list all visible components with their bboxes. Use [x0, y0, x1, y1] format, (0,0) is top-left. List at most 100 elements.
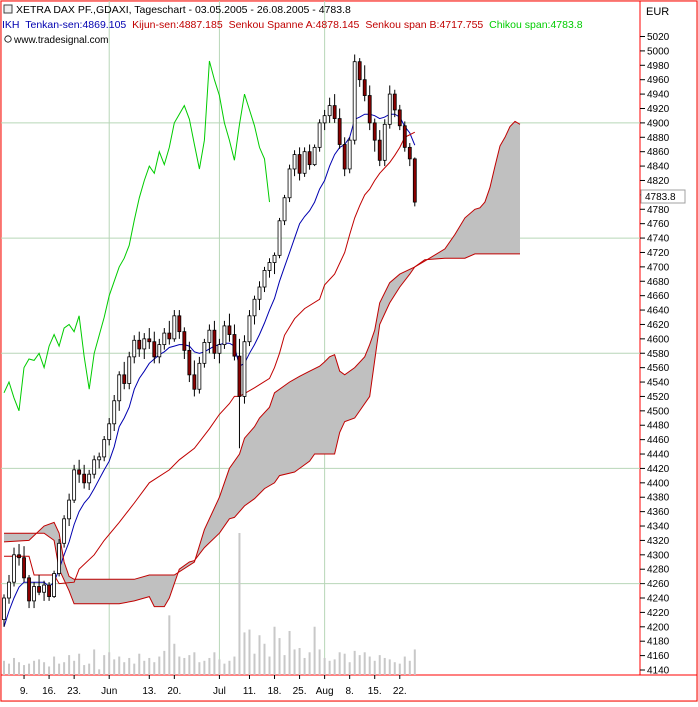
legend-kijun-sen: Kijun-sen:4887.185: [132, 19, 223, 31]
candle-up: [322, 115, 327, 124]
y-tick-label: 4180: [647, 637, 670, 648]
x-tick-label: Jun: [101, 686, 117, 697]
candle-up: [287, 168, 292, 199]
volume-bar: [343, 653, 346, 675]
x-tick-label: Aug: [316, 686, 334, 697]
volume-bar: [218, 659, 221, 675]
candle-up: [317, 122, 322, 148]
candle-down: [27, 577, 31, 602]
last-price-label: 4783.8: [645, 192, 676, 203]
candle-down: [392, 93, 397, 111]
candle-up: [112, 400, 117, 425]
volume-bar: [193, 652, 196, 675]
candle-up: [292, 154, 297, 170]
volume-bar: [368, 656, 371, 675]
volume-bar: [113, 659, 116, 675]
candle-down: [227, 325, 232, 335]
y-tick-label: 4200: [647, 622, 670, 633]
y-tick-label: 4560: [647, 363, 670, 374]
volume-bar: [58, 663, 61, 675]
volume-bar: [248, 629, 251, 675]
candle-up: [267, 262, 272, 271]
volume-bar: [278, 638, 281, 675]
candle-down: [372, 122, 377, 141]
x-tick-label: 23.: [67, 686, 81, 697]
volume-bar: [3, 660, 5, 675]
volume-bar: [338, 652, 341, 675]
y-tick-label: 4820: [647, 176, 670, 187]
candle-up: [262, 270, 267, 288]
volume-bar: [83, 665, 86, 675]
volume-bar: [78, 653, 81, 675]
volume-bar: [348, 662, 351, 675]
volume-bar: [178, 656, 181, 675]
candle-up: [62, 518, 67, 544]
candle-down: [22, 557, 26, 579]
candle-up: [282, 197, 287, 222]
copyright-icon: [4, 35, 12, 43]
volume-bar: [293, 649, 296, 675]
y-tick-label: 4160: [647, 651, 670, 662]
candle-up: [202, 342, 207, 364]
volume-bar: [73, 660, 76, 675]
volume-bar: [53, 656, 56, 675]
volume-bar: [263, 643, 266, 675]
y-tick-label: 4920: [647, 104, 670, 115]
x-tick-label: 8.: [345, 686, 353, 697]
candle-up: [12, 554, 16, 583]
y-tick-label: 4840: [647, 162, 670, 173]
volume-bar: [163, 650, 166, 675]
y-tick-label: 4660: [647, 291, 670, 302]
candle-down: [137, 339, 142, 350]
y-tick-label: 4460: [647, 435, 670, 446]
candle-up: [352, 61, 357, 141]
candle-up: [32, 586, 36, 602]
volume-bar: [298, 648, 301, 675]
y-axis-panel: [639, 0, 698, 676]
volume-bar: [68, 655, 71, 675]
candle-down: [402, 125, 407, 148]
y-tick-label: 4360: [647, 507, 670, 518]
volume-bar: [28, 663, 31, 675]
y-tick-label: 4500: [647, 406, 670, 417]
volume-bar: [273, 626, 276, 675]
volume-bar: [268, 656, 271, 675]
candle-down: [342, 144, 347, 170]
y-tick-label: 4240: [647, 594, 670, 605]
y-tick-label: 4220: [647, 608, 670, 619]
candle-up: [107, 423, 112, 441]
y-tick-label: 4260: [647, 579, 670, 590]
y-tick-label: 4580: [647, 349, 670, 360]
y-tick-label: 4300: [647, 550, 670, 561]
candle-up: [197, 362, 202, 390]
candle-down: [177, 315, 182, 333]
y-tick-label: 4340: [647, 522, 670, 533]
y-tick-label: 4680: [647, 277, 670, 288]
candle-up: [162, 332, 167, 346]
volume-bar: [33, 660, 36, 675]
info-icon[interactable]: [3, 4, 13, 14]
x-tick-label: 16.: [42, 686, 56, 697]
candle-down: [167, 332, 172, 340]
y-tick-label: 4900: [647, 118, 670, 129]
volume-bar: [93, 649, 96, 675]
y-tick-label: 4380: [647, 493, 670, 504]
y-tick-label: 4720: [647, 248, 670, 259]
candle-up: [217, 344, 222, 354]
x-tick-label: 15.: [368, 686, 382, 697]
x-tick-label: 25.: [293, 686, 307, 697]
volume-bar: [173, 643, 176, 675]
volume-bar: [313, 626, 316, 675]
candle-up: [57, 542, 62, 574]
candle-down: [297, 154, 302, 174]
volume-bar: [243, 632, 246, 675]
x-tick-label: 11.: [243, 686, 256, 697]
y-tick-label: 4960: [647, 75, 670, 86]
candle-up: [87, 473, 92, 484]
candle-up: [42, 584, 46, 593]
x-tick-label: 22.: [393, 686, 407, 697]
volume-bar: [23, 665, 26, 675]
volume-bar: [18, 662, 21, 675]
x-axis-labels: 9. 16. 23. Jun 13. 20. Jul 11. 18. 25. Aug 8. 15. 22.: [20, 675, 407, 697]
